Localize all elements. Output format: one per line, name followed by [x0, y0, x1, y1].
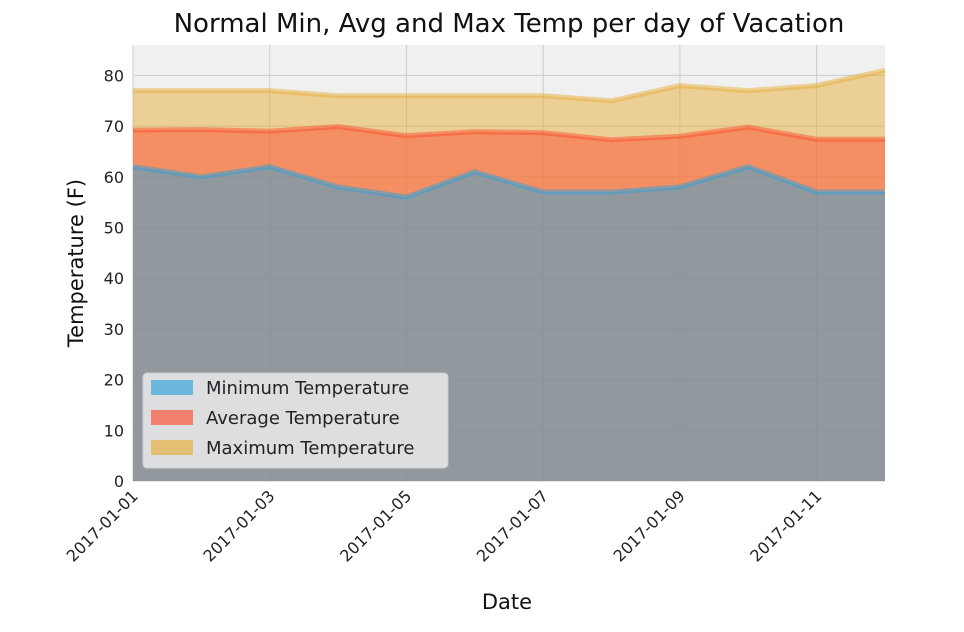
x-tick-label: 2017-01-03 [199, 486, 278, 565]
y-tick-label: 40 [104, 269, 124, 288]
y-tick-label: 30 [104, 320, 124, 339]
legend-box [142, 372, 449, 469]
y-tick-label: 20 [104, 371, 124, 390]
series-areas [133, 70, 885, 482]
line-average-temperature [132, 124, 885, 143]
y-axis-ticks: 0 10 20 30 40 50 60 70 80 [104, 66, 124, 491]
x-axis-label: Date [482, 590, 532, 614]
y-tick-label: 0 [114, 472, 124, 491]
legend-swatch [151, 440, 193, 455]
y-tick-label: 70 [104, 117, 124, 136]
x-axis-ticks: 2017-01-01 2017-01-03 2017-01-05 2017-01-07… [63, 486, 826, 565]
x-tick-label: 2017-01-11 [746, 486, 825, 565]
y-tick-label: 10 [104, 421, 124, 440]
y-tick-label: 50 [104, 219, 124, 238]
y-axis-label: Temperature (F) [64, 179, 88, 348]
x-tick-label: 2017-01-05 [336, 486, 415, 565]
x-tick-label: 2017-01-01 [63, 486, 142, 565]
y-tick-label: 80 [104, 66, 124, 85]
legend-swatch [151, 410, 193, 425]
legend: Minimum Temperature Average Temperature Ma… [142, 372, 449, 469]
y-tick-label: 60 [104, 168, 124, 187]
chart-title: Normal Min, Avg and Max Temp per day of … [174, 9, 845, 39]
legend-label: Average Temperature [206, 408, 400, 429]
legend-swatch [151, 380, 193, 395]
x-tick-label: 2017-01-09 [610, 486, 689, 565]
line-minimum-temperature [132, 164, 885, 200]
line-maximum-temperature [133, 67, 886, 104]
series-lines [132, 67, 886, 200]
legend-label: Maximum Temperature [206, 438, 414, 459]
x-tick-label: 2017-01-07 [473, 486, 552, 565]
legend-label: Minimum Temperature [206, 378, 409, 399]
